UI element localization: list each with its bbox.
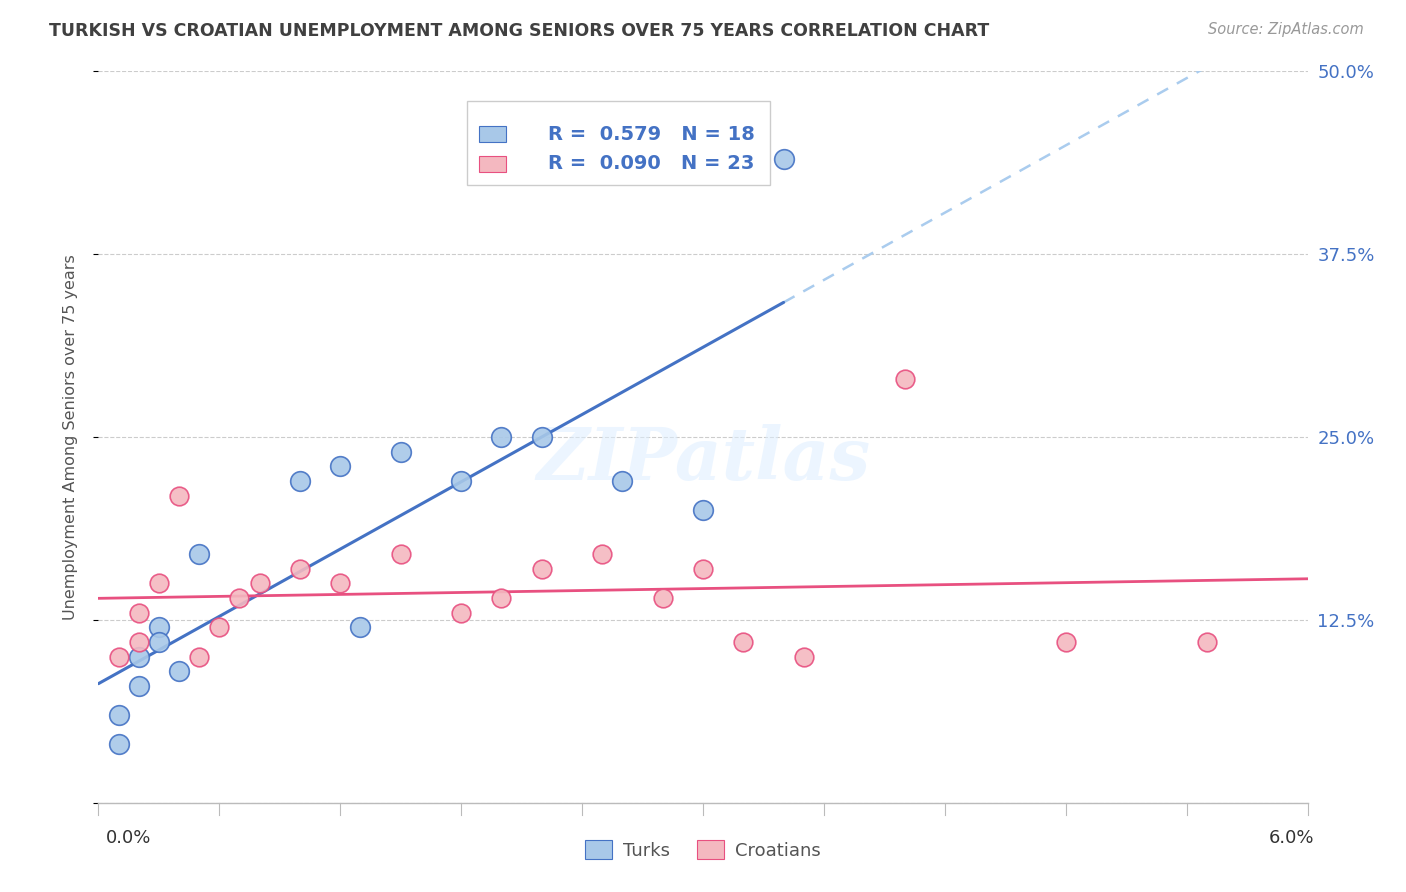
Point: [793, 649, 815, 664]
Point: [389, 444, 412, 458]
Text: TURKISH VS CROATIAN UNEMPLOYMENT AMONG SENIORS OVER 75 YEARS CORRELATION CHART: TURKISH VS CROATIAN UNEMPLOYMENT AMONG S…: [49, 22, 990, 40]
Point: [188, 649, 211, 664]
Text: 6.0%: 6.0%: [1270, 829, 1315, 847]
Text: ZIPatlas: ZIPatlas: [536, 424, 870, 494]
Point: [651, 591, 673, 605]
Point: [491, 430, 513, 444]
Point: [208, 620, 231, 634]
Point: [128, 606, 150, 620]
Point: [288, 474, 311, 488]
Point: [733, 635, 755, 649]
Text: Source: ZipAtlas.com: Source: ZipAtlas.com: [1208, 22, 1364, 37]
Point: [329, 459, 352, 474]
Point: [128, 649, 150, 664]
Point: [288, 562, 311, 576]
Point: [128, 635, 150, 649]
Point: [148, 576, 170, 591]
Point: [692, 503, 714, 517]
Point: [107, 649, 129, 664]
Point: [530, 430, 553, 444]
Point: [148, 635, 170, 649]
Point: [530, 562, 553, 576]
Point: [249, 576, 271, 591]
Point: [450, 474, 472, 488]
Legend: Turks, Croatians: Turks, Croatians: [578, 833, 828, 867]
Point: [148, 620, 170, 634]
Point: [1054, 635, 1077, 649]
Bar: [479, 156, 506, 172]
Point: [692, 562, 714, 576]
Point: [167, 489, 190, 503]
Text: R =  0.090   N = 23: R = 0.090 N = 23: [548, 154, 755, 173]
Point: [228, 591, 250, 605]
Point: [349, 620, 371, 634]
Point: [491, 591, 513, 605]
Point: [893, 371, 915, 385]
Point: [107, 737, 129, 751]
Point: [167, 664, 190, 678]
Point: [329, 576, 352, 591]
FancyBboxPatch shape: [467, 101, 769, 185]
Y-axis label: Unemployment Among Seniors over 75 years: Unemployment Among Seniors over 75 years: [63, 254, 77, 620]
Point: [128, 679, 150, 693]
Point: [1195, 635, 1218, 649]
Point: [188, 547, 211, 561]
Bar: [479, 127, 506, 143]
Text: 0.0%: 0.0%: [105, 829, 150, 847]
Point: [107, 708, 129, 723]
Point: [612, 474, 634, 488]
Point: [389, 547, 412, 561]
Text: R =  0.579   N = 18: R = 0.579 N = 18: [548, 125, 755, 144]
Point: [591, 547, 613, 561]
Point: [450, 606, 472, 620]
Point: [772, 152, 794, 166]
